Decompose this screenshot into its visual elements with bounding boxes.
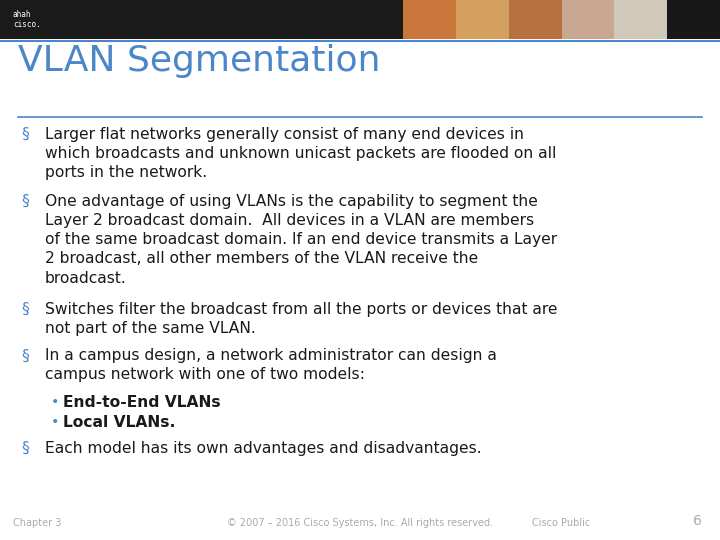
Text: §: § (22, 441, 30, 456)
FancyBboxPatch shape (562, 0, 614, 39)
Text: §: § (22, 302, 30, 317)
Text: Chapter 3: Chapter 3 (13, 518, 61, 528)
Text: Switches filter the broadcast from all the ports or devices that are
not part of: Switches filter the broadcast from all t… (45, 302, 557, 336)
Text: •: • (50, 415, 59, 429)
Text: Each model has its own advantages and disadvantages.: Each model has its own advantages and di… (45, 441, 481, 456)
FancyBboxPatch shape (614, 0, 667, 39)
Text: •: • (50, 395, 59, 409)
Text: 6: 6 (693, 514, 702, 528)
FancyBboxPatch shape (456, 0, 509, 39)
FancyBboxPatch shape (509, 0, 562, 39)
Text: In a campus design, a network administrator can design a
campus network with one: In a campus design, a network administra… (45, 348, 497, 382)
FancyBboxPatch shape (667, 0, 720, 39)
FancyBboxPatch shape (403, 0, 456, 39)
Text: §: § (22, 194, 30, 209)
Text: ahah
cisco.: ahah cisco. (13, 10, 41, 29)
Text: One advantage of using VLANs is the capability to segment the
Layer 2 broadcast : One advantage of using VLANs is the capa… (45, 194, 557, 286)
Text: © 2007 – 2016 Cisco Systems, Inc. All rights reserved.: © 2007 – 2016 Cisco Systems, Inc. All ri… (227, 518, 493, 528)
FancyBboxPatch shape (0, 0, 720, 39)
Text: Local VLANs.: Local VLANs. (63, 415, 176, 430)
Text: VLAN Segmentation: VLAN Segmentation (18, 44, 380, 78)
Text: §: § (22, 127, 30, 142)
Text: §: § (22, 348, 30, 363)
Text: Larger flat networks generally consist of many end devices in
which broadcasts a: Larger flat networks generally consist o… (45, 127, 556, 180)
Text: End-to-End VLANs: End-to-End VLANs (63, 395, 221, 410)
Text: Cisco Public: Cisco Public (533, 518, 590, 528)
